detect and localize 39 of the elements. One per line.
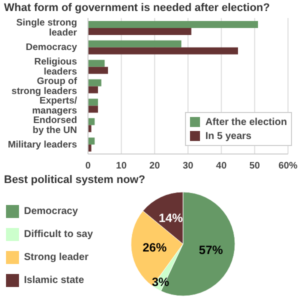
bar	[88, 60, 105, 67]
chart-title: What form of government is needed after election?	[3, 1, 271, 16]
data-label: 3%	[152, 275, 170, 290]
x-tick-label: 20	[149, 160, 160, 172]
legend-label: Strong leader	[24, 252, 88, 263]
x-tick-label: 40	[216, 160, 227, 172]
bar	[88, 21, 258, 28]
data-label: 14%	[158, 211, 184, 226]
bar	[88, 144, 92, 152]
x-tick-label: 0	[85, 160, 91, 172]
x-tick-label: 50	[249, 160, 260, 172]
legend-label: In 5 years	[205, 130, 252, 142]
y-tick-label: Democracy	[26, 42, 78, 53]
x-tick-label: 30	[182, 160, 194, 172]
data-label: 26%	[142, 240, 167, 255]
bar	[88, 28, 192, 35]
bar	[88, 66, 108, 74]
x-tick-label: 10	[116, 160, 127, 172]
bar	[88, 47, 238, 54]
bar	[88, 79, 102, 86]
bar	[88, 106, 98, 113]
bar	[88, 40, 182, 48]
y-tick-label: Experts/ managers	[32, 94, 78, 116]
y-tick-label: Military leaders	[8, 138, 77, 150]
bar	[88, 118, 95, 126]
chart-title: Best political system now?	[3, 173, 146, 188]
x-tick-label: 60%	[278, 160, 298, 172]
bar	[88, 125, 92, 132]
bar	[88, 138, 95, 145]
legend-label: Islamic state	[24, 275, 84, 286]
y-tick-label: Single strong leader	[16, 17, 78, 38]
bar	[88, 86, 98, 94]
bar	[88, 98, 98, 106]
y-tick-label: Endorsed by the UN	[32, 114, 78, 136]
legend-label: After the election	[205, 116, 287, 128]
legend-label: Difficult to say	[24, 229, 93, 240]
y-tick-label: Group of strong leaders	[12, 76, 78, 96]
y-tick-label: Religious leaders	[34, 56, 77, 78]
data-label: 57%	[198, 243, 224, 258]
